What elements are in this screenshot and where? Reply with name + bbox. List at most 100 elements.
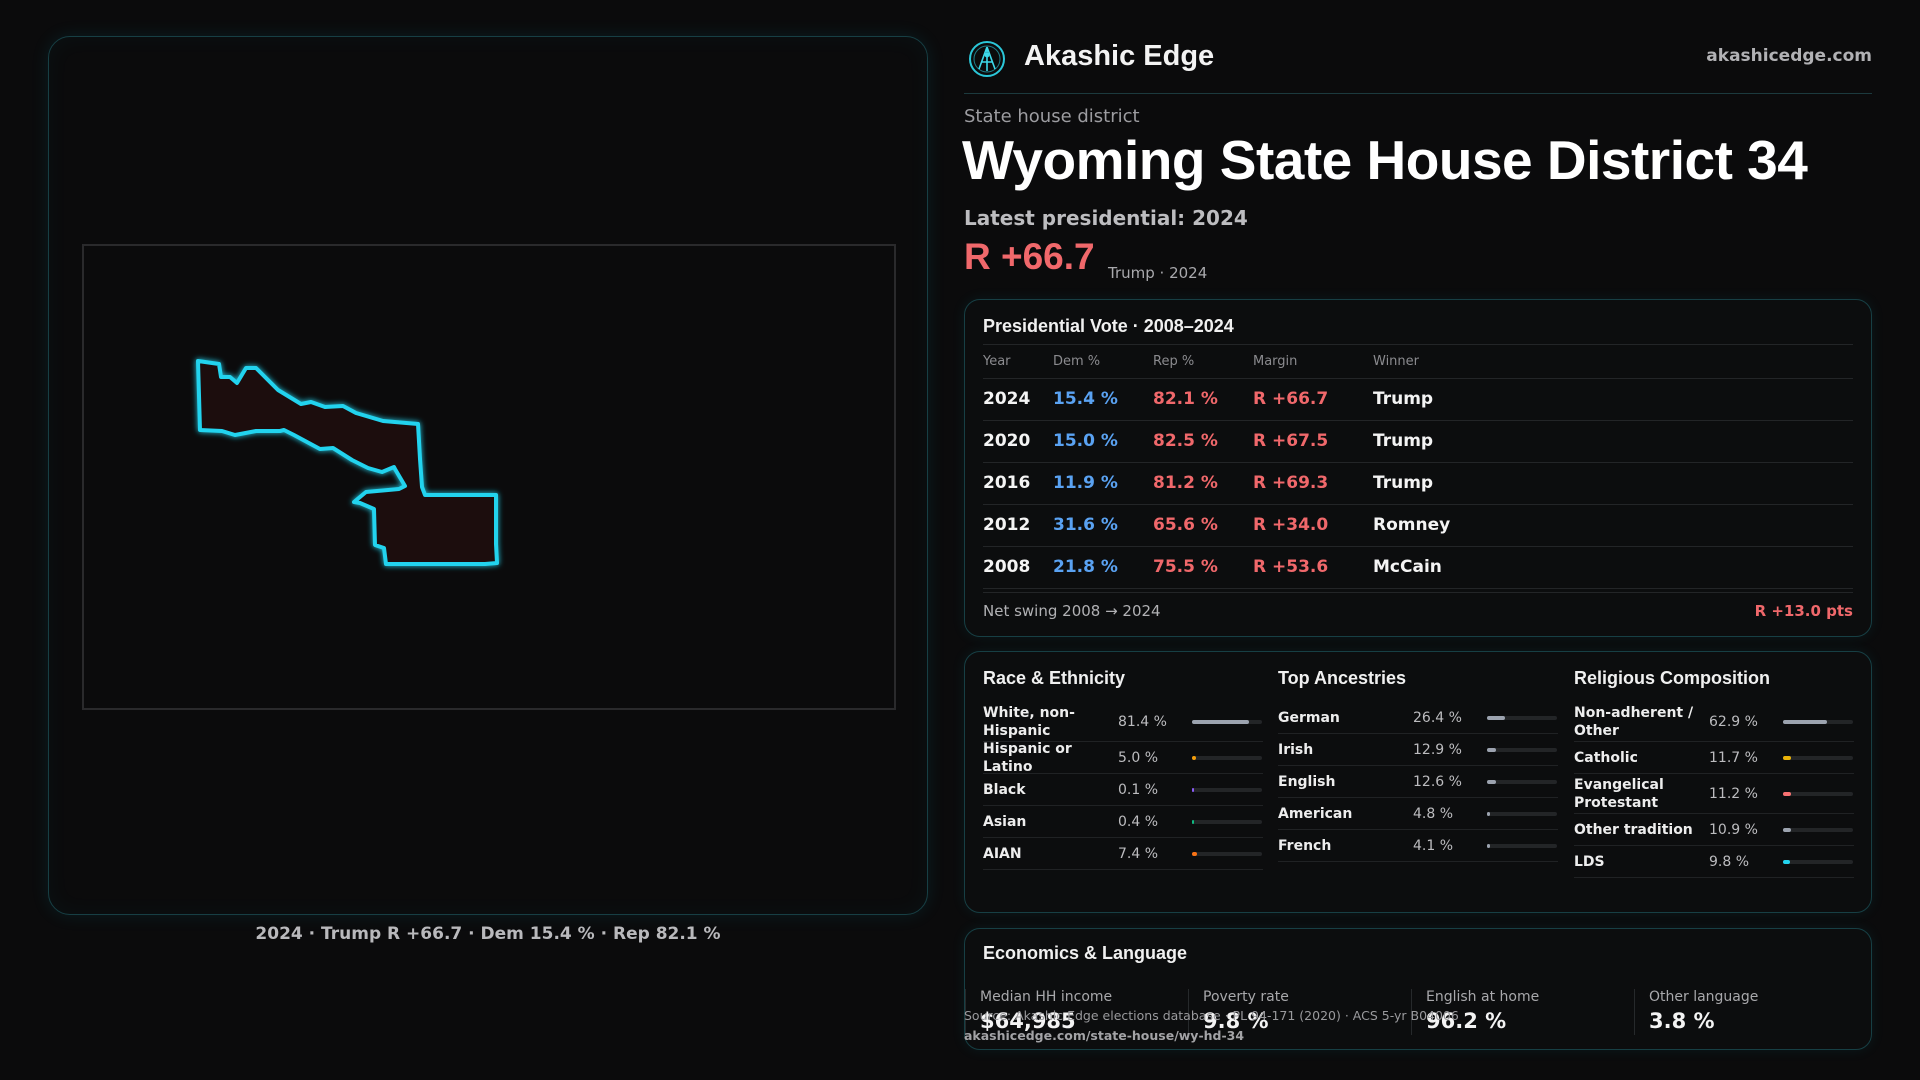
top-ancestries-list: German 26.4 % Irish 12.9 % English 12.6 % Amer…: [1278, 702, 1558, 862]
race-ethnicity-title: Race & Ethnicity: [983, 668, 1126, 688]
divider: [983, 592, 1853, 593]
cell-dem: 21.8 %: [1053, 546, 1153, 589]
ancestry-label: German: [1278, 709, 1340, 726]
cell-dem: 11.9 %: [1053, 462, 1153, 505]
religion-bar-track: [1783, 719, 1853, 724]
stat-label: Poverty rate: [1203, 989, 1289, 1005]
net-swing-label: Net swing 2008 → 2024: [983, 602, 1161, 620]
religion-row: Non-adherent / Other 62.9 %: [1574, 702, 1854, 742]
ancestry-bar-track: [1487, 779, 1557, 784]
race-ethnicity-list: White, non-Hispanic 81.4 % Hispanic or Lat…: [983, 702, 1263, 870]
religion-label: Non-adherent / Other: [1574, 704, 1694, 739]
district-type: State house district: [964, 106, 1140, 127]
ancestry-bar-fill: [1487, 779, 1496, 784]
race-ethnicity-section: Race & Ethnicity White, non-Hispanic 81.4…: [983, 668, 1263, 870]
ancestry-label: American: [1278, 805, 1353, 822]
stat-label: Other language: [1649, 989, 1759, 1005]
ancestry-percent: 26.4 %: [1413, 709, 1462, 726]
source-url-link[interactable]: akashicedge.com/state-house/wy-hd-34: [964, 1028, 1245, 1043]
stat-poverty-rate: Poverty rate 9.8 %: [1188, 989, 1398, 1035]
race-bar-fill: [1192, 755, 1196, 760]
race-label: White, non-Hispanic: [983, 704, 1075, 739]
religion-row: LDS 9.8 %: [1574, 846, 1854, 878]
ancestry-bar-track: [1487, 747, 1557, 752]
map-caption: 2024 · Trump R +66.7 · Dem 15.4 % · Rep …: [255, 924, 721, 944]
cell-winner: Romney: [1373, 504, 1853, 547]
demographics-card: Race & Ethnicity White, non-Hispanic 81.4…: [964, 651, 1872, 913]
ancestry-percent: 12.9 %: [1413, 741, 1462, 758]
race-percent: 7.4 %: [1118, 845, 1159, 862]
stat-label: English at home: [1426, 989, 1540, 1005]
ancestry-bar-fill: [1487, 747, 1497, 752]
map-panel: [48, 36, 928, 915]
religion-bar-fill: [1783, 791, 1791, 796]
race-percent: 81.4 %: [1118, 713, 1167, 730]
ancestry-label: French: [1278, 837, 1332, 854]
source-line: Source: Akashic Edge elections database …: [964, 1008, 1459, 1023]
race-label: Black: [983, 781, 1026, 798]
column-header-dem: Dem %: [1053, 346, 1153, 379]
ancestry-row: American 4.8 %: [1278, 798, 1558, 830]
headline-margin-note: Trump · 2024: [1108, 264, 1208, 282]
ancestry-bar-track: [1487, 715, 1557, 720]
ancestry-row: English 12.6 %: [1278, 766, 1558, 798]
race-bar-track: [1192, 755, 1262, 760]
religion-bar-fill: [1783, 719, 1828, 724]
cell-winner: McCain: [1373, 546, 1853, 589]
cell-winner: Trump: [1373, 378, 1853, 421]
cell-margin: R +53.6: [1253, 546, 1373, 589]
table-row: 2024 15.4 % 82.1 % R +66.7 Trump: [983, 378, 1853, 421]
race-row: Hispanic or Latino 5.0 %: [983, 741, 1263, 775]
district-outline[interactable]: [196, 359, 499, 566]
religion-percent: 9.8 %: [1709, 853, 1750, 870]
stat-value: $64,985: [980, 1009, 1076, 1033]
religion-row: Evangelical Protestant 11.2 %: [1574, 774, 1854, 814]
cell-rep: 65.6 %: [1153, 504, 1253, 547]
cell-year: 2020: [983, 420, 1053, 463]
cell-rep: 75.5 %: [1153, 546, 1253, 589]
religion-label: Catholic: [1574, 749, 1638, 766]
stat-english-at-home: English at home 96.2 %: [1411, 989, 1621, 1035]
brand-url-link[interactable]: akashicedge.com: [1706, 46, 1872, 66]
race-row: Black 0.1 %: [983, 774, 1263, 806]
table-row: 2016 11.9 % 81.2 % R +69.3 Trump: [983, 462, 1853, 505]
presidential-vote-card: Presidential Vote · 2008–2024 Year Dem %…: [964, 299, 1872, 637]
cell-dem: 15.4 %: [1053, 378, 1153, 421]
top-ancestries-section: Top Ancestries German 26.4 % Irish 12.9 % En…: [1278, 668, 1558, 862]
religion-row: Other tradition 10.9 %: [1574, 814, 1854, 846]
religion-bar-track: [1783, 859, 1853, 864]
ancestry-label: Irish: [1278, 741, 1314, 758]
religion-bar-fill: [1783, 755, 1792, 760]
stat-value: 96.2 %: [1426, 1009, 1507, 1033]
cell-rep: 82.5 %: [1153, 420, 1253, 463]
race-bar-track: [1192, 719, 1262, 724]
column-header-winner: Winner: [1373, 346, 1853, 379]
cell-rep: 81.2 %: [1153, 462, 1253, 505]
ancestry-percent: 12.6 %: [1413, 773, 1462, 790]
source-footer: Source: Akashic Edge elections database …: [964, 1006, 1459, 1046]
ancestry-bar-fill: [1487, 843, 1490, 848]
race-bar-fill: [1192, 851, 1198, 856]
stat-label: Median HH income: [980, 989, 1113, 1005]
ancestry-bar-fill: [1487, 811, 1491, 816]
ancestry-percent: 4.1 %: [1413, 837, 1454, 854]
presidential-vote-title: Presidential Vote · 2008–2024: [983, 316, 1234, 336]
column-header-margin: Margin: [1253, 346, 1373, 379]
religious-composition-list: Non-adherent / Other 62.9 % Catholic 11.7 %…: [1574, 702, 1854, 878]
religion-bar-fill: [1783, 827, 1791, 832]
stat-median-income: Median HH income $64,985: [965, 989, 1175, 1035]
table-row: 2020 15.0 % 82.5 % R +67.5 Trump: [983, 420, 1853, 463]
divider: [983, 344, 1853, 345]
net-swing-value: R +13.0 pts: [1754, 602, 1853, 620]
religion-bar-track: [1783, 755, 1853, 760]
religion-bar-track: [1783, 791, 1853, 796]
ancestry-bar-track: [1487, 843, 1557, 848]
ancestry-bar-track: [1487, 811, 1557, 816]
cell-year: 2008: [983, 546, 1053, 589]
race-label: Asian: [983, 813, 1027, 830]
map-frame: [82, 244, 896, 710]
religion-percent: 11.2 %: [1709, 785, 1758, 802]
table-header-row: Year Dem % Rep % Margin Winner: [983, 346, 1853, 379]
religion-percent: 62.9 %: [1709, 713, 1758, 730]
religion-percent: 11.7 %: [1709, 749, 1758, 766]
